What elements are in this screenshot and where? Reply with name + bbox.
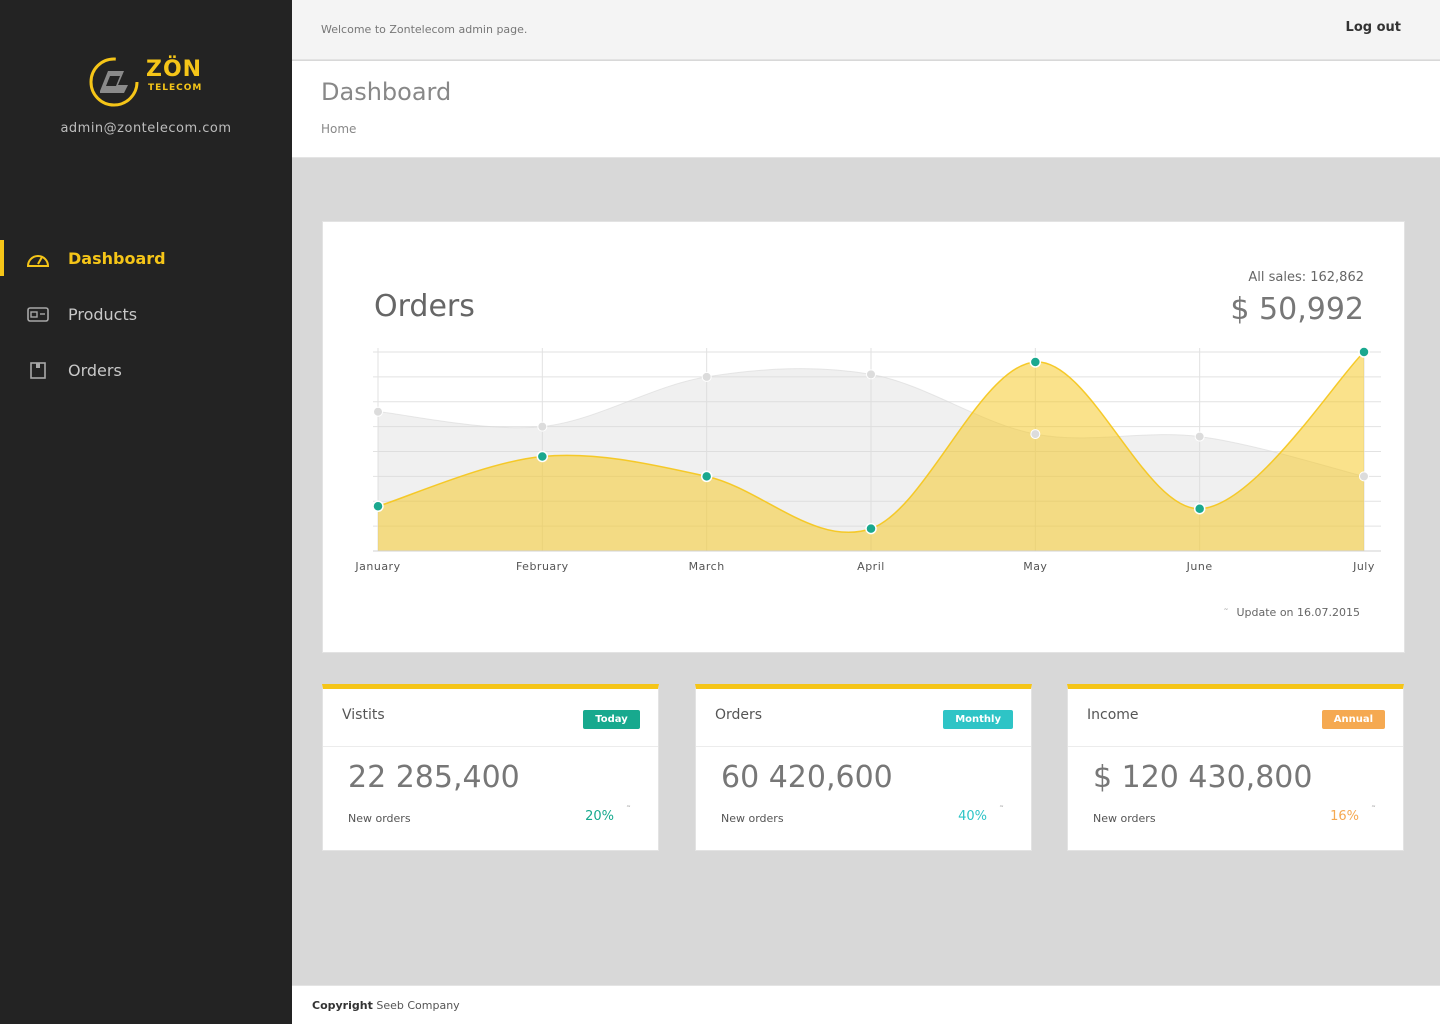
update-note-text: Update on 16.07.2015	[1236, 606, 1360, 619]
divider	[323, 746, 658, 747]
period-badge: Annual	[1321, 710, 1385, 729]
stat-title: Orders	[715, 707, 763, 723]
admin-email: admin@zontelecom.com	[60, 121, 232, 136]
update-note: ˜ Update on 16.07.2015	[1223, 606, 1360, 619]
stat-card-income: Income Annual $ 120 430,800 New orders 1…	[1067, 684, 1404, 851]
breadcrumb[interactable]: Home	[321, 122, 357, 136]
data-point	[372, 500, 384, 512]
router-icon	[27, 307, 49, 322]
stat-percent: 40%	[958, 809, 987, 824]
brand-name: ZÖN	[146, 57, 203, 82]
period-badge: Today	[583, 710, 640, 729]
trend-icon: ˜	[626, 805, 631, 816]
stat-card-visits: Vistits Today 22 285,400 New orders 20% …	[322, 684, 659, 851]
data-point	[536, 450, 549, 463]
stat-value: 22 285,400	[348, 760, 520, 795]
brand-logo: ZÖN TELECOM	[88, 55, 208, 109]
data-point	[865, 522, 877, 535]
data-point	[700, 470, 713, 483]
sidebar-item-label: Orders	[68, 360, 122, 380]
stat-percent: 20%	[585, 809, 614, 824]
stat-title: Income	[1087, 707, 1139, 723]
chart-title: Orders	[374, 289, 475, 324]
sidebar-item-products[interactable]: Products	[0, 296, 292, 332]
data-point	[866, 369, 876, 380]
data-point	[537, 421, 548, 432]
data-point	[1194, 431, 1205, 442]
brand-sub: TELECOM	[148, 83, 203, 93]
orders-chart: January February March April May June July	[354, 346, 1381, 573]
sidebar: ZÖN TELECOM admin@zontelecom.com Dashboa…	[0, 0, 292, 1024]
company-name: Seeb Company	[376, 999, 460, 1012]
x-tick-label: January	[354, 560, 400, 573]
x-tick-label: April	[857, 560, 885, 573]
stat-subtitle: New orders	[348, 812, 411, 825]
data-point	[1359, 471, 1369, 482]
dashboard-gauge-icon	[26, 255, 50, 267]
copyright-text: Copyright Seeb Company	[312, 999, 460, 1012]
x-tick-label: June	[1186, 560, 1213, 573]
stat-value: $ 120 430,800	[1093, 760, 1313, 795]
period-badge: Monthly	[943, 710, 1013, 729]
page-header: Dashboard Home	[292, 61, 1440, 158]
sidebar-item-label: Dashboard	[68, 248, 166, 268]
sidebar-item-orders[interactable]: Orders	[0, 352, 292, 388]
data-point	[1029, 356, 1042, 368]
x-tick-label: March	[689, 560, 725, 573]
stat-value: 60 420,600	[721, 760, 893, 795]
logout-link[interactable]: Log out	[1345, 20, 1401, 35]
topbar: Welcome to Zontelecom admin page. Log ou…	[292, 0, 1440, 60]
logo-icon	[89, 57, 139, 107]
trend-icon: ˜	[1223, 608, 1229, 619]
page-title: Dashboard	[321, 78, 452, 106]
welcome-text: Welcome to Zontelecom admin page.	[321, 23, 528, 36]
data-point	[1358, 346, 1370, 358]
sidebar-item-label: Products	[68, 304, 138, 324]
total-amount: $ 50,992	[1230, 292, 1364, 327]
box-icon	[30, 362, 46, 379]
stat-card-orders: Orders Monthly 60 420,600 New orders 40%…	[695, 684, 1032, 851]
x-tick-label: February	[516, 560, 569, 573]
data-point	[1030, 429, 1041, 440]
stat-subtitle: New orders	[1093, 812, 1156, 825]
x-tick-label: May	[1023, 560, 1047, 573]
divider	[1068, 746, 1403, 747]
trend-icon: ˜	[999, 805, 1004, 816]
copyright-label: Copyright	[312, 999, 373, 1012]
divider	[696, 746, 1031, 747]
footer: Copyright Seeb Company	[292, 985, 1440, 1024]
series-area	[378, 352, 1364, 551]
stat-title: Vistits	[342, 707, 385, 723]
trend-icon: ˜	[1371, 805, 1376, 816]
x-tick-label: July	[1352, 560, 1375, 573]
orders-chart-card: January February March April May June July Ord…	[322, 221, 1405, 653]
sidebar-item-dashboard[interactable]: Dashboard	[0, 240, 292, 276]
data-point	[1193, 502, 1206, 515]
data-point	[373, 406, 383, 417]
data-point	[701, 371, 712, 382]
stat-percent: 16%	[1330, 809, 1359, 824]
all-sales-count: All sales: 162,862	[1248, 270, 1364, 285]
stat-subtitle: New orders	[721, 812, 784, 825]
